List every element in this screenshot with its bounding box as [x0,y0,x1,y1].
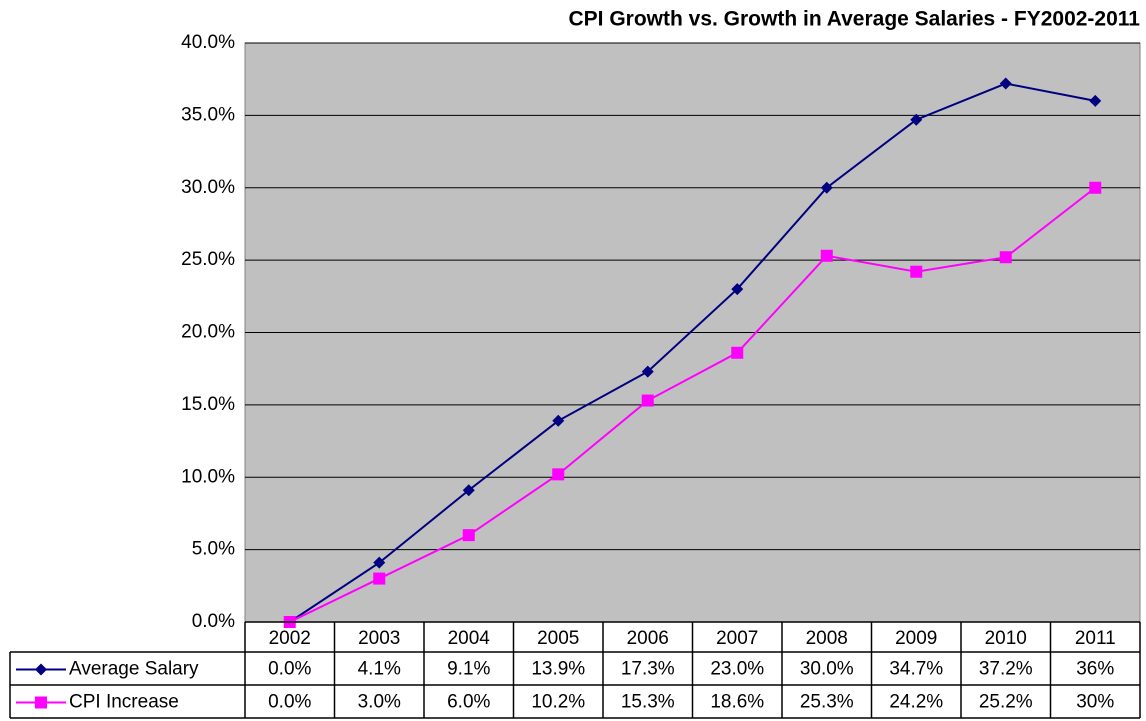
legend-marker [35,696,47,709]
y-tick-label: 40.0% [181,32,235,53]
data-point [731,346,744,359]
data-point [731,283,744,296]
data-label: 30% [1076,692,1114,713]
y-tick-label: 35.0% [181,104,235,125]
data-label: 25.2% [979,692,1033,713]
x-tick-label: 2003 [358,628,400,649]
y-tick-label: 0.0% [192,611,235,632]
data-point [641,394,654,407]
legend-marker [35,663,47,676]
data-label: 3.0% [358,692,401,713]
data-point [462,529,475,542]
data-point [373,572,386,585]
data-point [910,265,923,278]
data-label: 23.0% [710,659,764,680]
x-tick-label: 2011 [1075,628,1116,649]
y-tick-label: 10.0% [181,466,235,487]
data-label: 10.2% [531,692,585,713]
data-point [1089,94,1102,107]
data-label: 36% [1076,659,1114,680]
data-label: 4.1% [358,659,401,680]
data-label: 30.0% [800,659,854,680]
data-point [552,468,565,481]
x-tick-label: 2009 [895,628,937,649]
y-tick-label: 5.0% [192,539,235,560]
series-line [289,186,1096,623]
data-label: 15.3% [621,692,675,713]
data-label: 24.2% [889,692,943,713]
y-tick-label: 25.0% [181,249,235,270]
x-tick-label: 2010 [985,628,1027,649]
data-point [999,77,1012,90]
data-point [820,181,833,194]
data-point [462,484,475,497]
data-point [1089,181,1102,194]
y-tick-label: 15.0% [181,394,235,415]
y-tick-label: 30.0% [181,177,235,198]
series-line [289,82,1096,623]
y-tick-label: 20.0% [181,322,235,343]
data-point [641,365,654,378]
data-point [820,249,833,262]
data-point [910,113,923,126]
x-tick-label: 2006 [627,628,669,649]
legend-label: Average Salary [69,659,199,680]
data-point [552,414,565,427]
data-label: 37.2% [979,659,1033,680]
x-tick-label: 2007 [716,628,758,649]
data-label: 13.9% [531,659,585,680]
data-label: 17.3% [621,659,675,680]
x-tick-label: 2004 [448,628,491,649]
data-label: 9.1% [447,659,490,680]
data-label: 0.0% [268,659,311,680]
data-label: 34.7% [889,659,943,680]
data-point [999,251,1012,264]
data-label: 18.6% [710,692,764,713]
legend-label: CPI Increase [69,692,179,713]
data-label: 6.0% [447,692,490,713]
x-tick-label: 2005 [537,628,579,649]
data-point [373,556,386,569]
data-label: 0.0% [268,692,311,713]
chart-title: CPI Growth vs. Growth in Average Salarie… [568,8,1140,31]
x-tick-label: 2008 [806,628,848,649]
data-label: 25.3% [800,692,854,713]
x-tick-label: 2002 [269,628,311,649]
